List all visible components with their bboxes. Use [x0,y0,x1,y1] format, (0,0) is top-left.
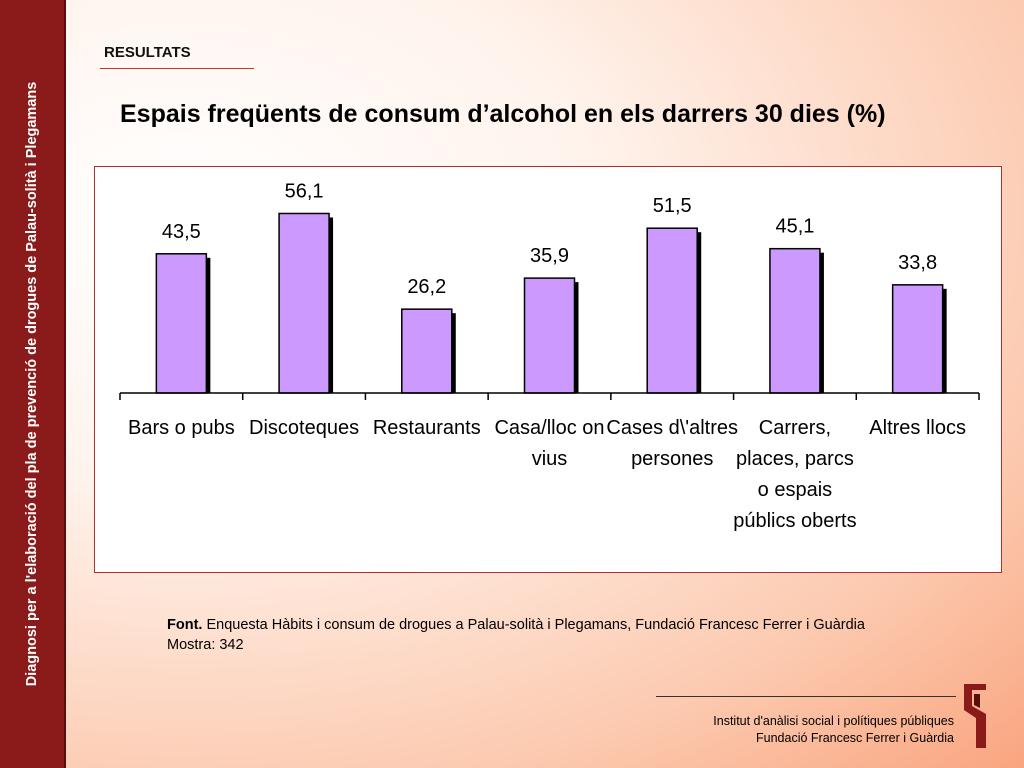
bar-2 [278,212,330,394]
category-label-1: Bars o pubs [128,417,235,439]
bar-1 [155,253,208,394]
bar-6 [769,247,821,394]
source-label: Font. [167,617,203,633]
section-divider [100,68,254,69]
data-label-6: 45,1 [775,216,814,238]
page-title: Espais freqüents de consum d’alcohol en … [120,100,886,128]
data-label-3: 26,2 [407,276,446,298]
category-label-5: Cases d\'altres persones [606,417,738,470]
bar-3 [401,308,453,394]
source-note: Font. Enquesta Hàbits i consum de drogue… [167,615,865,655]
data-label-1: 43,5 [162,221,201,243]
bar-4 [523,277,576,394]
side-banner: Diagnosi per a l'elaboració del pla de p… [0,0,66,768]
footer-credits: Institut d'anàlisi social i polítiques p… [713,713,954,747]
sample-size: Mostra: 342 [167,637,244,653]
bar-chart: 43,5 Bars o pubs 56,1 Discoteques 26,2 Restau… [119,180,980,532]
category-label-3: Restaurants [373,417,481,439]
data-label-4: 35,9 [530,245,569,267]
source-text: Enquesta Hàbits i consum de drogues a Pa… [206,617,865,633]
category-label-2: Discoteques [249,417,359,439]
side-banner-text: Diagnosi per a l'elaboració del pla de p… [24,81,40,687]
category-label-4: Casa/lloc on vius [494,417,604,470]
section-label: RESULTATS [104,44,191,61]
footer-line-institute: Institut d'anàlisi social i polítiques p… [713,714,954,728]
footer-line-foundation: Fundació Francesc Ferrer i Guàrdia [756,731,954,745]
category-label-6: Carrers, places, parcs o espais públics obe… [733,417,856,532]
footer-divider [656,696,956,697]
data-label-2: 56,1 [285,180,324,202]
data-label-5: 51,5 [653,195,692,217]
institute-logo-icon [964,684,986,748]
bar-7 [891,284,944,394]
bar-5 [646,227,698,394]
data-label-7: 33,8 [898,252,937,274]
chart-panel: 43,5 Bars o pubs 56,1 Discoteques 26,2 Restau… [94,166,1002,573]
category-label-7: Altres llocs [869,417,966,439]
